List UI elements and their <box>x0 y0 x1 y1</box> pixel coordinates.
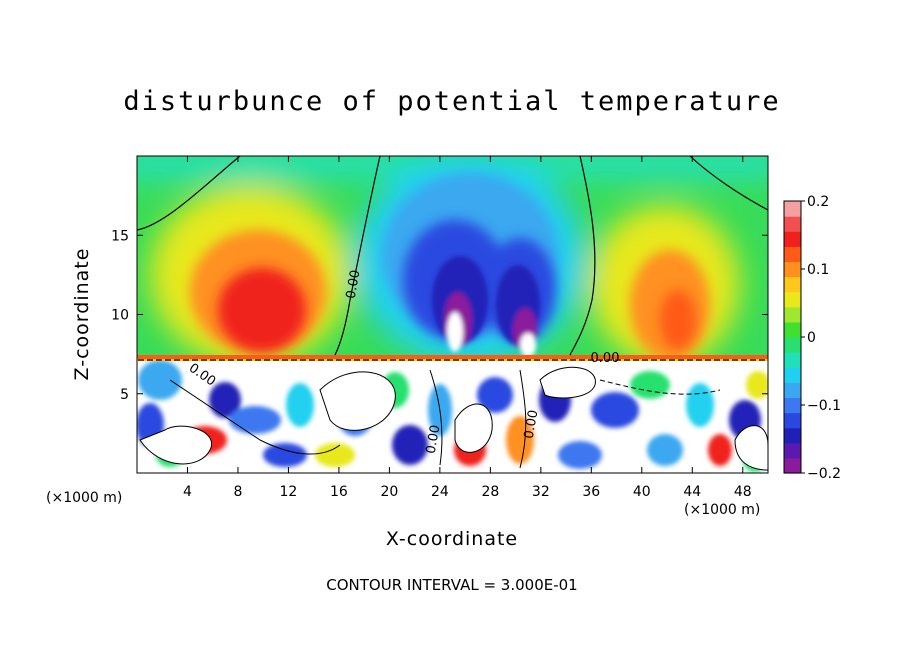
x-tick-label: 40 <box>633 484 651 500</box>
x-tick-label: 12 <box>280 484 298 500</box>
colorbar-tick-label: −0.2 <box>807 466 841 482</box>
y-tick-label: 5 <box>120 387 129 403</box>
colorbar-swatch <box>784 216 801 232</box>
x-unit-label-right: (×1000 m) <box>684 502 761 518</box>
colorbar-swatch <box>784 442 801 459</box>
colorbar: 0.2 0.1 0 −0.1 −0.2 <box>783 194 841 482</box>
x-tick-label: 4 <box>183 484 192 500</box>
colorbar-swatch <box>784 291 801 308</box>
x-tick-label: 32 <box>532 484 550 500</box>
contour-lines <box>137 156 768 469</box>
colorbar-tick-label: −0.1 <box>807 398 841 414</box>
x-axis: 4 8 12 16 20 24 28 32 36 40 44 48 <box>183 156 752 500</box>
x-unit-label-left: (×1000 m) <box>46 490 123 506</box>
colorbar-swatch <box>784 352 801 368</box>
x-tick-label: 16 <box>330 484 348 500</box>
colorbar-swatch <box>784 276 801 293</box>
x-tick-label: 20 <box>380 484 398 500</box>
y-axis: 5 10 15 <box>111 228 768 403</box>
contour-label: 0.00 <box>522 409 542 440</box>
colorbar-swatch <box>784 412 801 429</box>
x-tick-label: 28 <box>481 484 499 500</box>
colorbar-swatch <box>784 457 801 474</box>
colorbar-swatch <box>784 201 801 217</box>
contour-labels: 0.000.000.000.00 0.00 <box>186 269 620 455</box>
colorbar-tick-label: 0.2 <box>807 194 829 210</box>
y-tick-label: 10 <box>111 308 129 324</box>
contour-interval-note: CONTOUR INTERVAL = 3.000E-01 <box>326 576 578 594</box>
x-axis-label: X-coordinate <box>385 528 519 550</box>
x-tick-label: 24 <box>431 484 449 500</box>
colorbar-swatch <box>784 231 801 247</box>
plot-area <box>137 156 768 473</box>
colorbar-swatch <box>784 397 801 414</box>
contour-label: 0.00 <box>344 269 364 300</box>
x-tick-label: 8 <box>233 484 242 500</box>
colorbar-swatch <box>784 382 801 399</box>
colorbar-swatch <box>784 337 801 353</box>
colorbar-swatch <box>784 261 801 278</box>
colorbar-tick-label: 0 <box>807 330 816 346</box>
colorbar-swatch <box>784 246 801 263</box>
colorbar-swatch <box>784 427 801 444</box>
colorbar-swatch <box>784 367 801 383</box>
y-axis-label: Z-coordinate <box>71 247 93 381</box>
x-tick-label: 44 <box>683 484 701 500</box>
contour-label: 0.00 <box>591 351 620 366</box>
colorbar-tick-label: 0.1 <box>807 262 829 278</box>
chart-title: disturbunce of potential temperature <box>123 86 781 117</box>
contour-label: 0.00 <box>424 424 444 455</box>
y-tick-label: 15 <box>111 228 129 244</box>
colorbar-swatch <box>784 306 801 323</box>
x-tick-label: 36 <box>582 484 600 500</box>
x-tick-label: 48 <box>734 484 752 500</box>
colorbar-swatch <box>784 321 801 338</box>
